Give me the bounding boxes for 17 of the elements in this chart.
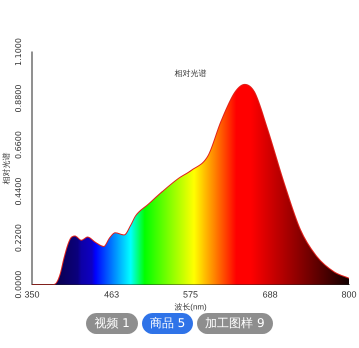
- y-axis-title: 相对光谱: [2, 152, 12, 184]
- y-tick-label: 1.1000: [14, 38, 24, 66]
- y-tick-label: 0.4400: [14, 178, 24, 206]
- y-tick-label: 0.8800: [14, 84, 24, 113]
- x-tick-label: 463: [104, 289, 120, 300]
- y-tick-label: 0.6600: [14, 131, 24, 160]
- x-axis-title: 波长(nm): [174, 302, 208, 312]
- y-tick-label: 0.2200: [14, 224, 24, 252]
- text: 商品 5: [142, 313, 194, 334]
- text: 视频 1: [86, 313, 138, 334]
- x-tick-label: 800: [341, 289, 357, 300]
- x-tick-label: 688: [262, 289, 278, 300]
- x-tick-label: 350: [24, 289, 40, 300]
- x-tick-label: 575: [182, 289, 198, 300]
- text: 加工图样 9: [197, 313, 273, 334]
- text: 相对光谱: [174, 69, 206, 78]
- y-tick-label: 0.0000: [14, 270, 24, 299]
